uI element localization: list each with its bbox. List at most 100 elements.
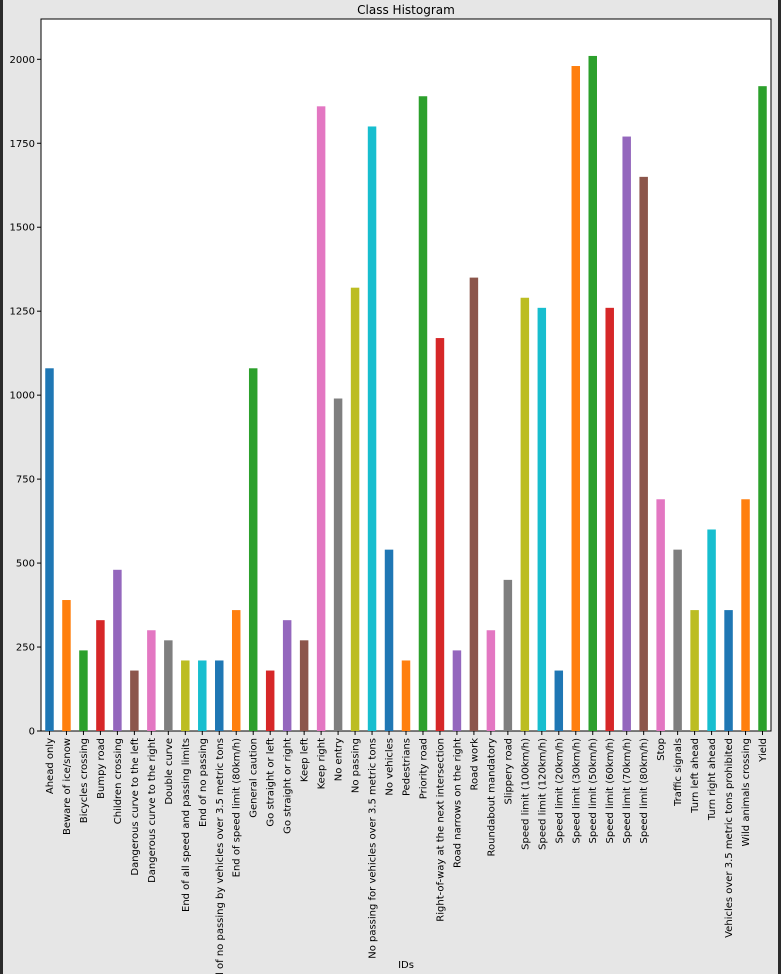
bar: [486, 630, 496, 731]
x-tick-label: Speed limit (30km/h): [571, 738, 582, 844]
x-tick-label: Stop: [656, 738, 667, 761]
x-tick-label: No passing: [351, 738, 362, 793]
bar: [435, 338, 445, 731]
y-tick-label: 500: [16, 559, 35, 570]
bar: [537, 307, 547, 731]
bar: [367, 126, 377, 732]
bar: [113, 569, 122, 731]
x-tick-label: Speed limit (70km/h): [622, 738, 633, 844]
x-tick-label: Right-of-way at the next intersection: [435, 738, 446, 922]
x-tick-label: Road work: [469, 738, 480, 791]
bar: [707, 529, 716, 731]
bar: [673, 549, 682, 731]
x-tick-label: Speed limit (120km/h): [537, 738, 548, 850]
x-tick-label: Dangerous curve to the right: [147, 738, 158, 883]
bar: [248, 368, 258, 731]
y-axis: 0 250 500 750 1000 1250 1500 1750 2000: [10, 55, 41, 738]
bar: [469, 277, 479, 731]
x-tick-label: Ahead only: [45, 738, 56, 794]
y-tick-label: 750: [16, 475, 35, 486]
x-tick-label: Turn left ahead: [690, 738, 701, 814]
bar: [724, 610, 733, 731]
x-tick-label: Children crossing: [113, 738, 124, 824]
bar: [418, 96, 428, 731]
bar: [656, 499, 665, 731]
x-tick-label: Go straight or right: [283, 738, 294, 834]
x-axis-label: IDs: [398, 960, 414, 971]
bar: [384, 549, 394, 731]
x-tick-label: End of speed limit (80km/h): [232, 738, 243, 877]
x-tick-label: End of no passing by vehicles over 3.5 m…: [215, 738, 226, 974]
x-tick-label: Keep left: [300, 738, 311, 782]
x-tick-label: Wild animals crossing: [741, 738, 752, 846]
x-tick-label: Speed limit (20km/h): [554, 738, 565, 844]
x-tick-label: Bumpy road: [96, 738, 107, 799]
x-tick-label: Slippery road: [503, 738, 514, 804]
x-tick-label: End of all speed and passing limits: [181, 738, 192, 912]
x-tick-label: Road narrows on the right: [452, 738, 463, 868]
x-tick-label: Dangerous curve to the left: [130, 738, 141, 876]
bar: [198, 660, 207, 731]
x-tick-label: Keep right: [317, 738, 328, 789]
bar: [282, 620, 292, 731]
bar: [588, 55, 597, 731]
x-tick-label: Double curve: [164, 738, 175, 805]
x-tick-label: Speed limit (60km/h): [605, 738, 616, 844]
chart-title: Class Histogram: [357, 3, 455, 17]
bar: [554, 670, 564, 731]
bar: [265, 670, 275, 731]
bar: [299, 640, 309, 731]
bar: [181, 660, 190, 731]
bar: [758, 86, 767, 732]
y-tick-label: 2000: [10, 55, 35, 66]
x-tick-label: Speed limit (100km/h): [520, 738, 531, 850]
x-tick-label: Traffic signals: [673, 738, 684, 807]
bar: [164, 640, 173, 731]
bar: [639, 176, 648, 731]
bar: [215, 660, 224, 731]
y-tick-label: 1000: [10, 391, 35, 402]
bar: [741, 499, 750, 731]
bar: [147, 630, 156, 731]
bar: [350, 287, 360, 731]
x-tick-label: Vehicles over 3.5 metric tons prohibited: [724, 738, 735, 938]
x-axis: Ahead only Beware of ice/snow Bicycles cro…: [45, 731, 769, 974]
bar: [452, 650, 462, 731]
y-tick-label: 0: [29, 727, 35, 738]
bar: [503, 579, 513, 731]
bar: [571, 66, 581, 732]
bar: [401, 660, 411, 731]
x-tick-label: End of no passing: [198, 738, 209, 827]
y-tick-label: 1250: [10, 307, 35, 318]
histogram-chart: Class Histogram 0 250 500 750 1000 1250 1500 17…: [10, 3, 772, 974]
x-tick-label: Turn right ahead: [707, 738, 718, 821]
bar: [45, 368, 54, 731]
plot-area: [40, 18, 772, 732]
x-tick-label: Beware of ice/snow: [62, 738, 73, 835]
bar: [605, 307, 614, 731]
bar: [333, 398, 343, 731]
x-tick-label: Pedestrians: [402, 738, 413, 796]
y-tick-label: 250: [16, 643, 35, 654]
bar: [130, 670, 139, 731]
x-tick-label: General caution: [249, 738, 260, 818]
bar: [96, 620, 105, 731]
x-tick-label: Go straight or left: [266, 738, 277, 827]
x-tick-label: Bicycles crossing: [79, 738, 90, 823]
x-tick-label: No entry: [334, 738, 345, 781]
bar: [690, 610, 699, 731]
x-tick-label: Priority road: [418, 738, 429, 799]
x-tick-label: No passing for vehicles over 3.5 metric …: [368, 738, 379, 959]
bars-group: [45, 55, 767, 732]
x-tick-label: Roundabout mandatory: [486, 738, 497, 857]
x-tick-label: No vehicles: [385, 738, 396, 796]
y-tick-label: 1500: [10, 223, 35, 234]
bar: [62, 600, 71, 731]
x-tick-label: Speed limit (80km/h): [639, 738, 650, 844]
bar: [231, 610, 241, 731]
bar: [79, 650, 88, 731]
bar: [622, 136, 631, 731]
bar: [316, 106, 326, 732]
bar: [520, 297, 530, 731]
